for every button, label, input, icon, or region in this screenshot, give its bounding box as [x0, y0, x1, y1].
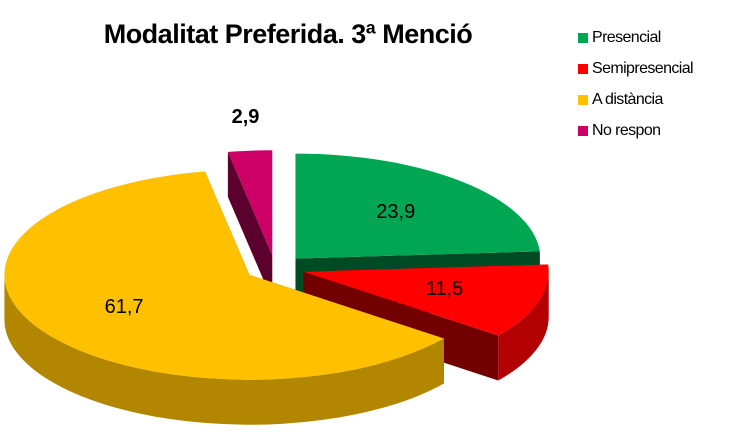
- slice-wall: [227, 151, 273, 301]
- slice-top: [4, 171, 444, 380]
- slice-side: [498, 271, 549, 381]
- legend-swatch: [578, 95, 588, 105]
- chart-title: Modalitat Preferida. 3ª Menció: [104, 19, 473, 49]
- slice: [303, 264, 549, 381]
- legend-swatch: [578, 33, 588, 43]
- data-label: 11,5: [426, 278, 463, 300]
- data-label: 2,9: [232, 106, 260, 128]
- legend-label: Presencial: [592, 29, 661, 46]
- data-label: 23,9: [376, 201, 415, 223]
- slice: [4, 171, 444, 425]
- legend-label: Semipresencial: [592, 60, 693, 77]
- slice-top: [303, 264, 549, 336]
- slice-top: [227, 150, 273, 256]
- legend-swatch: [578, 64, 588, 74]
- legend-label: No respon: [592, 122, 660, 139]
- data-label: 61,7: [105, 296, 144, 318]
- slice: [227, 150, 273, 301]
- legend-swatch: [578, 126, 588, 136]
- slice-side: [4, 274, 444, 425]
- slice-top: [295, 153, 540, 259]
- legend-label: A distància: [592, 91, 663, 108]
